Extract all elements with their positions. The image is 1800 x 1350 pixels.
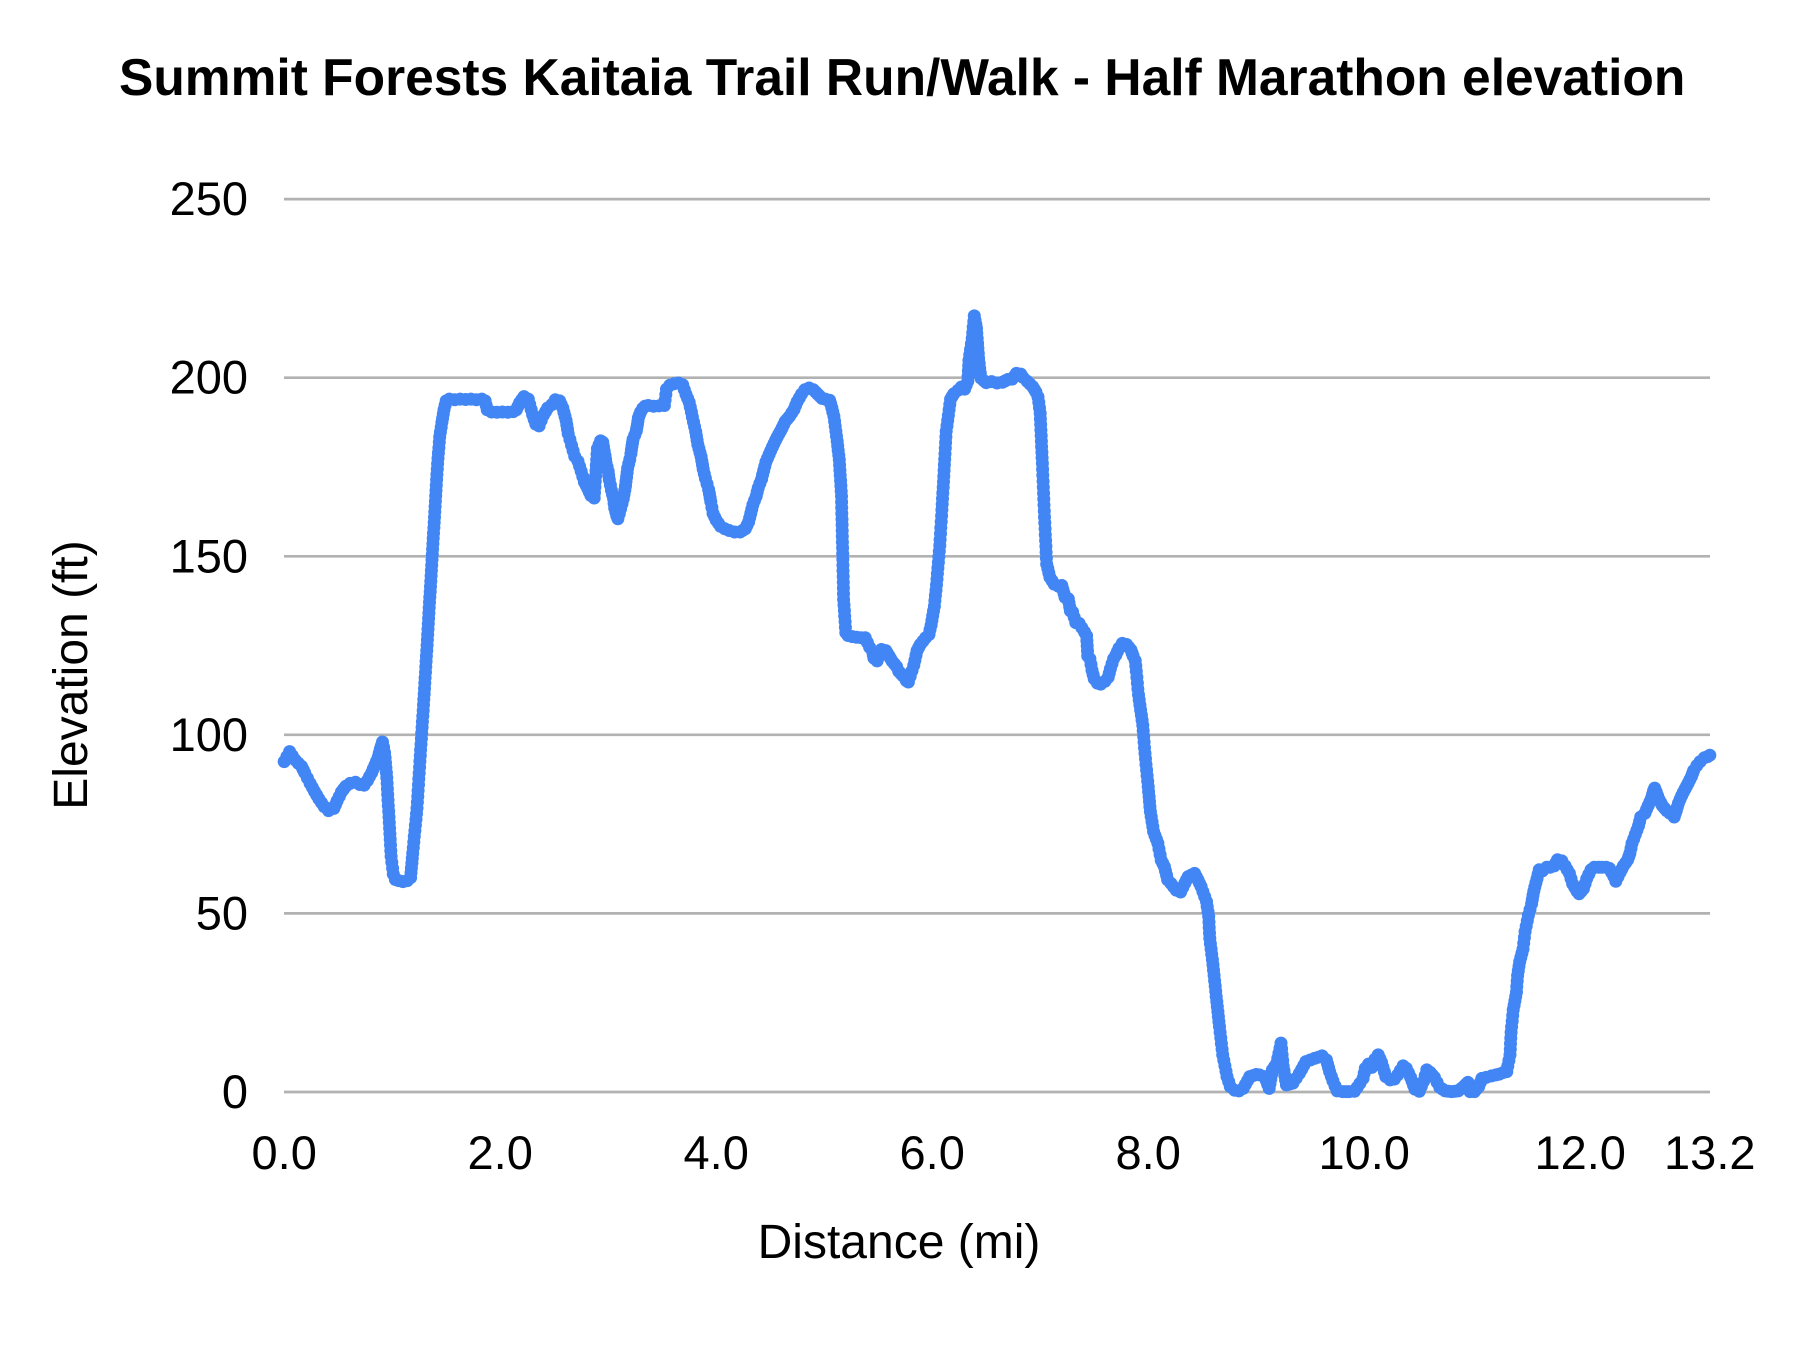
svg-text:100: 100 xyxy=(170,708,248,761)
svg-text:10.0: 10.0 xyxy=(1318,1126,1409,1179)
svg-text:250: 250 xyxy=(170,172,248,225)
svg-text:6.0: 6.0 xyxy=(900,1126,965,1179)
svg-text:12.0: 12.0 xyxy=(1534,1126,1625,1179)
svg-text:Elevation (ft): Elevation (ft) xyxy=(45,540,98,809)
svg-text:Distance (mi): Distance (mi) xyxy=(758,1216,1041,1269)
svg-text:Summit Forests Kaitaia Trail R: Summit Forests Kaitaia Trail Run/Walk - … xyxy=(119,48,1685,106)
svg-text:0.0: 0.0 xyxy=(252,1126,317,1179)
svg-text:13.2: 13.2 xyxy=(1664,1126,1755,1179)
svg-text:8.0: 8.0 xyxy=(1116,1126,1181,1179)
svg-text:200: 200 xyxy=(170,351,248,404)
svg-text:50: 50 xyxy=(196,886,248,939)
svg-text:0: 0 xyxy=(222,1065,248,1118)
svg-text:4.0: 4.0 xyxy=(684,1126,749,1179)
svg-text:2.0: 2.0 xyxy=(468,1126,533,1179)
svg-text:150: 150 xyxy=(170,529,248,582)
